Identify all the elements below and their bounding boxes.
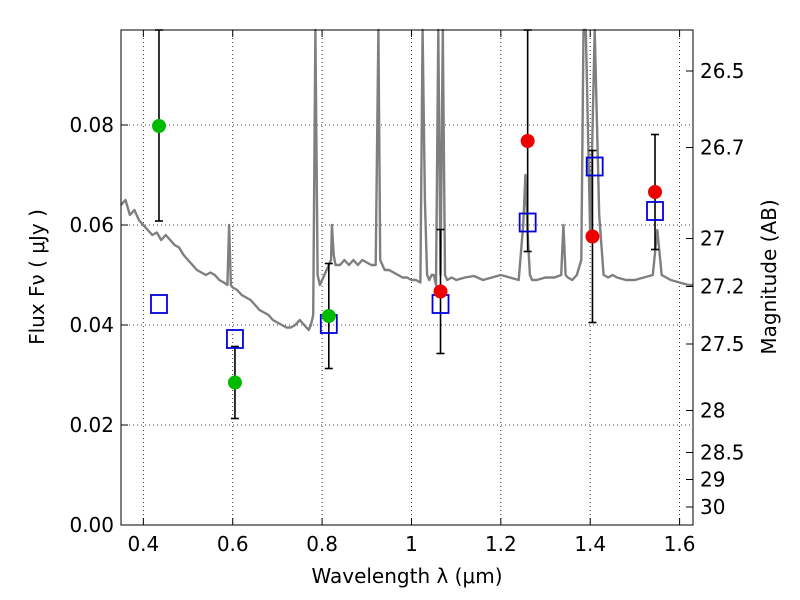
y-tick-label: 0.00 bbox=[69, 513, 114, 537]
model-band-square bbox=[585, 156, 604, 177]
y-axis-label: Flux Fν ( μJy ) bbox=[25, 209, 49, 345]
observed-point-red bbox=[585, 229, 600, 244]
model-band-square bbox=[150, 294, 168, 314]
right-axis-ticks: 26.5 26.7 27 27.2 27.5 28 28.5 29 30 bbox=[686, 59, 745, 519]
x-tick-label: 0.8 bbox=[306, 532, 338, 556]
x-axis-ticks: 0.4 0.6 0.8 1 1.2 1.4 1.6 bbox=[127, 30, 696, 556]
right-tick-label: 27.2 bbox=[700, 275, 745, 299]
x-tick-label: 1.4 bbox=[574, 532, 606, 556]
plot-frame bbox=[120, 29, 694, 526]
y-tick-label: 0.06 bbox=[69, 213, 114, 237]
right-tick-label: 29 bbox=[700, 468, 725, 492]
right-tick-label: 28.5 bbox=[700, 441, 745, 465]
y-axis-ticks: 0.00 0.02 0.04 0.06 0.08 bbox=[69, 113, 128, 537]
model-spectrum-line bbox=[120, 28, 693, 332]
x-tick-label: 0.6 bbox=[217, 532, 249, 556]
observed-point-green bbox=[227, 375, 242, 390]
y-tick-label: 0.08 bbox=[69, 113, 114, 137]
right-tick-label: 26.5 bbox=[700, 59, 745, 83]
observed-point-red bbox=[433, 284, 448, 299]
x-tick-label: 1 bbox=[405, 532, 418, 556]
y-tick-label: 0.02 bbox=[69, 413, 114, 437]
right-tick-label: 26.7 bbox=[700, 136, 745, 160]
model-band-square bbox=[518, 212, 537, 233]
x-tick-label: 0.4 bbox=[127, 532, 159, 556]
right-tick-label: 28 bbox=[700, 399, 725, 423]
observed-point-red bbox=[648, 185, 663, 199]
x-tick-label: 1.2 bbox=[485, 532, 517, 556]
observed-point-green bbox=[151, 119, 166, 133]
right-axis-label: Magnitude (AB) bbox=[757, 199, 781, 354]
model-band-square bbox=[646, 201, 664, 221]
x-axis-label: Wavelength λ (μm) bbox=[311, 564, 502, 588]
right-tick-label: 27 bbox=[700, 227, 725, 251]
data-markers bbox=[150, 119, 664, 390]
y-tick-label: 0.04 bbox=[69, 313, 114, 337]
model-band-square bbox=[226, 329, 244, 349]
model-spectrum bbox=[120, 28, 693, 332]
right-tick-label: 27.5 bbox=[700, 332, 745, 356]
observed-point-green bbox=[321, 309, 336, 323]
right-tick-label: 30 bbox=[700, 495, 725, 519]
observed-point-red bbox=[520, 134, 535, 148]
x-tick-label: 1.6 bbox=[664, 532, 696, 556]
